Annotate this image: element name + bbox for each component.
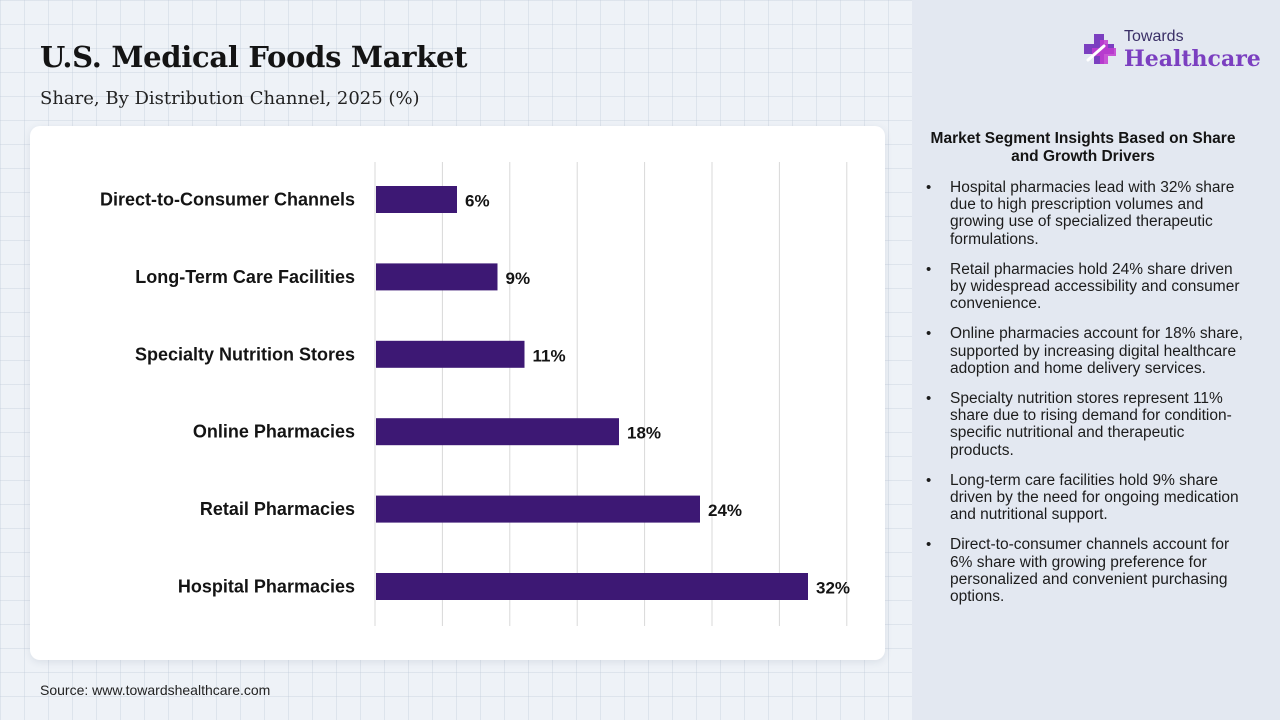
insight-item: • Hospital pharmacies lead with 32% share… — [926, 179, 1244, 248]
bar — [376, 186, 457, 213]
category-label: Hospital Pharmacies — [178, 577, 355, 597]
insight-item: • Retail pharmacies hold 24% share driven… — [926, 261, 1244, 313]
insight-item: • Long-term care facilities hold 9% share… — [926, 472, 1244, 524]
insight-item: • Direct-to-consumer channels account for… — [926, 536, 1244, 605]
bar — [376, 573, 808, 600]
insight-text: Specialty nutrition stores represent 11%… — [950, 390, 1232, 459]
bar — [376, 340, 525, 368]
insight-text: Retail pharmacies hold 24% share driven … — [950, 260, 1240, 313]
insight-text: Online pharmacies account for 18% share,… — [950, 325, 1243, 377]
bullet-icon: • — [926, 390, 932, 408]
insights-list: • Hospital pharmacies lead with 32% share… — [926, 179, 1244, 618]
category-label: Specialty Nutrition Stores — [135, 344, 355, 364]
insight-item: • Specialty nutrition stores represent 11… — [926, 390, 1244, 459]
value-label: 11% — [533, 346, 566, 365]
bar — [376, 418, 619, 446]
bullet-icon: • — [926, 536, 932, 554]
logo-main-text: Healthcare — [1124, 46, 1261, 72]
bar — [376, 495, 700, 523]
bullet-icon: • — [926, 260, 932, 278]
bar-chart: Direct-to-Consumer Channels 6% Long-Term C… — [100, 162, 850, 626]
insight-text: Long-term care facilities hold 9% share … — [950, 471, 1239, 524]
logo-top-text: Towards — [1124, 28, 1184, 45]
category-label: Direct-to-Consumer Channels — [100, 190, 355, 210]
cross-logo-icon — [1084, 34, 1116, 64]
bullet-icon: • — [926, 325, 932, 343]
value-label: 24% — [708, 501, 742, 520]
value-label: 9% — [506, 269, 531, 288]
source-note: Source: www.towardshealthcare.com — [40, 682, 271, 698]
insight-text: Direct-to-consumer channels account for … — [950, 536, 1230, 606]
insight-text: Hospital pharmacies lead with 32% share … — [950, 179, 1235, 248]
bullet-icon: • — [926, 179, 932, 196]
category-label: Long-Term Care Facilities — [135, 267, 355, 287]
brand-logo[interactable]: Towards Healthcare — [1080, 26, 1261, 78]
insight-item: • Online pharmacies account for 18% share… — [926, 325, 1244, 377]
bullet-icon: • — [926, 471, 932, 489]
insights-title: Market Segment Insights Based on Share a… — [930, 130, 1236, 165]
category-label: Online Pharmacies — [193, 422, 355, 442]
bar — [376, 263, 498, 291]
page-subtitle: Share, By Distribution Channel, 2025 (%) — [40, 88, 420, 109]
value-label: 32% — [816, 579, 850, 598]
page-title: U.S. Medical Foods Market — [40, 40, 468, 74]
insights-panel — [912, 0, 1280, 720]
value-label: 6% — [465, 192, 490, 211]
value-label: 18% — [627, 424, 661, 443]
category-label: Retail Pharmacies — [200, 499, 355, 519]
chart-card: Direct-to-Consumer Channels 6% Long-Term C… — [30, 126, 885, 660]
